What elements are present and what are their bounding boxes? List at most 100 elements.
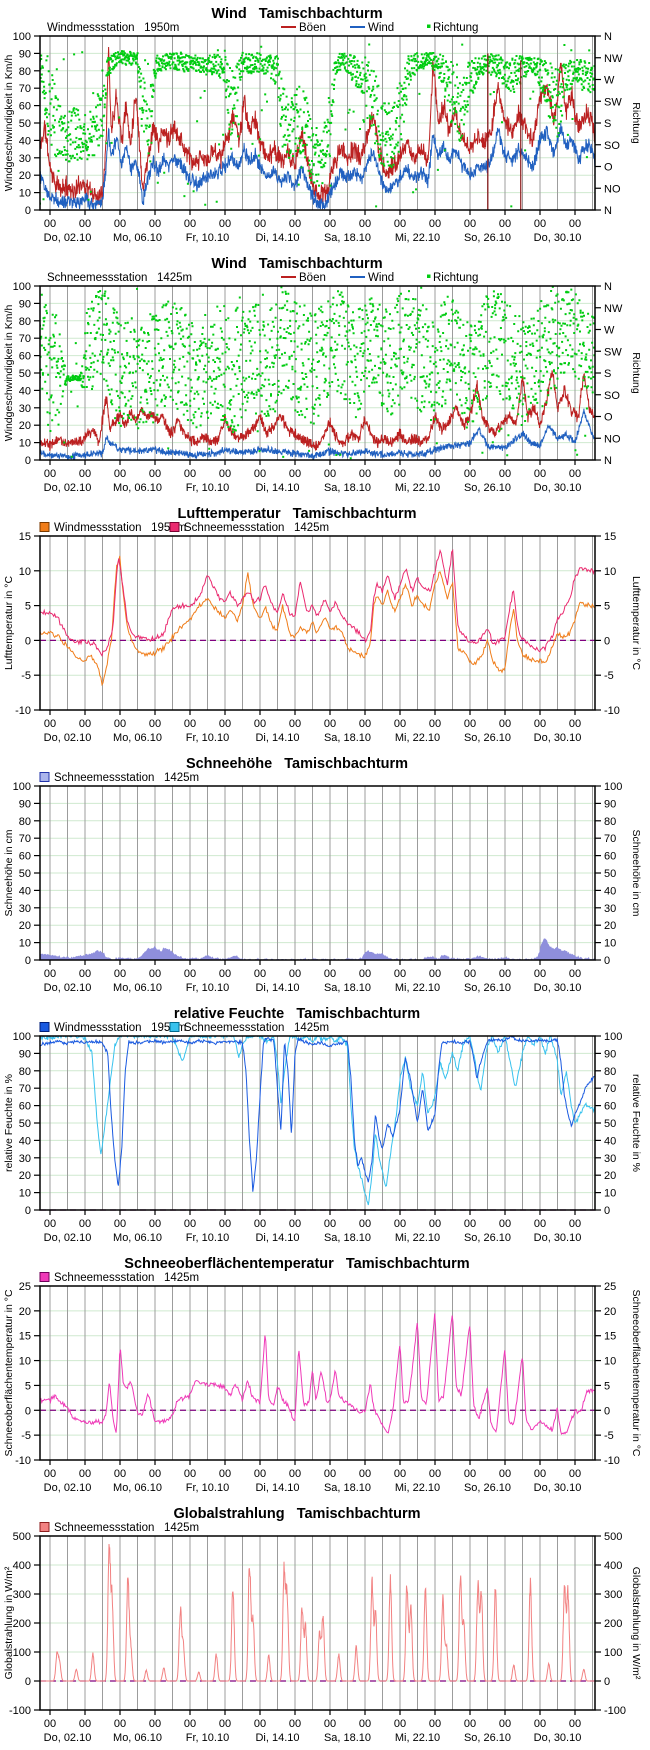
- tick-label: -10: [15, 1455, 31, 1467]
- day-tick-label: Mi, 22.10: [395, 982, 440, 994]
- x-axis: 00 00 00 00 00 00 00 00 00 00 00 00 00 00 00 00 Do, 02.1…: [44, 1210, 582, 1244]
- legend-label: Schneemessstation 1425m: [54, 772, 199, 784]
- tick-label: 40: [604, 885, 616, 897]
- hour-tick-label: 00: [569, 968, 581, 980]
- day-tick-label: Sa, 18.10: [324, 982, 371, 994]
- tick-label: 20: [19, 1170, 31, 1182]
- day-tick-label: Do, 30.10: [534, 982, 582, 994]
- tick-label: NO: [604, 433, 621, 445]
- legend-marker-square: [39, 1272, 50, 1282]
- y-axis-left: 0 10 20 30 40 50 60 70 80 90 100: [13, 31, 40, 217]
- legend-label: Schneemessstation 1425m: [54, 1272, 199, 1284]
- hour-tick-label: 00: [44, 218, 56, 230]
- hour-tick-label: 00: [464, 968, 476, 980]
- legend: Schneemessstation 1425m: [39, 772, 199, 784]
- tick-label: 60: [604, 851, 616, 863]
- hour-tick-label: 00: [219, 1468, 231, 1480]
- y-axis-right: -10 -5 0 5 10 15 20 25: [595, 1281, 620, 1467]
- tick-label: 40: [19, 385, 31, 397]
- series-group: [40, 1543, 595, 1682]
- hour-tick-label: 00: [394, 968, 406, 980]
- hour-tick-label: 00: [289, 468, 301, 480]
- legend-label: Windmessstation 1950m: [54, 1022, 186, 1034]
- tick-label: N: [604, 205, 612, 217]
- chart-title: Wind Tamischbachturm: [211, 256, 382, 272]
- hour-tick-label: 00: [534, 718, 546, 730]
- legend-marker-square: [39, 522, 50, 532]
- tick-label: 100: [604, 1031, 622, 1043]
- hour-tick-label: 00: [184, 718, 196, 730]
- hour-tick-label: 00: [394, 468, 406, 480]
- chart-title: Lufttemperatur Tamischbachturm: [177, 506, 416, 522]
- hour-tick-label: 00: [289, 968, 301, 980]
- hour-tick-label: 00: [219, 718, 231, 730]
- tick-label: NW: [604, 303, 623, 315]
- tick-label: 5: [25, 601, 31, 613]
- chart-block-globalstrahlung: -100 0 100 200 300 400 500 -100 0 100 200 300 400 500…: [0, 1500, 650, 1750]
- tick-label: 20: [19, 920, 31, 932]
- day-tick-label: Do, 30.10: [534, 732, 582, 744]
- relative-feuchte-chart: 0 10 20 30 40 50 60 70 80 90 100 0 10 20 30 40 50 60 70 80 9…: [3, 1006, 642, 1244]
- legend-marker-square: [169, 522, 180, 532]
- day-tick-label: Di, 14.10: [255, 1482, 299, 1494]
- chart-title: Schneehöhe Tamischbachturm: [186, 756, 408, 772]
- day-tick-label: Do, 30.10: [534, 1232, 582, 1244]
- tick-label: 20: [604, 1170, 616, 1182]
- station-label: Windmessstation 1950m: [47, 22, 179, 34]
- y-axis-left: -10 -5 0 5 10 15 20 25: [15, 1281, 40, 1467]
- hour-tick-label: 00: [324, 1718, 336, 1730]
- hour-tick-label: 00: [289, 1718, 301, 1730]
- tick-label: 60: [19, 351, 31, 363]
- y-axis-right: 0 10 20 30 40 50 60 70 80 90 100: [595, 1031, 622, 1217]
- tick-label: NO: [604, 183, 621, 195]
- tick-label: 80: [604, 1066, 616, 1078]
- legend-label: Wind: [368, 272, 394, 284]
- tick-label: O: [604, 412, 613, 424]
- hour-tick-label: 00: [79, 1218, 91, 1230]
- tick-label: 70: [19, 333, 31, 345]
- hour-tick-label: 00: [44, 468, 56, 480]
- hour-tick-label: 00: [114, 468, 126, 480]
- hour-tick-label: 00: [114, 1718, 126, 1730]
- tick-label: 70: [604, 833, 616, 845]
- hour-tick-label: 00: [464, 218, 476, 230]
- day-tick-label: Mi, 22.10: [395, 1232, 440, 1244]
- y-axis-left: -100 0 100 200 300 400 500: [9, 1531, 40, 1717]
- tick-label: 20: [604, 1306, 616, 1318]
- tick-label: -100: [9, 1705, 31, 1717]
- y-axis-title-right: Richtung: [630, 102, 642, 144]
- tick-label: 0: [25, 1676, 31, 1688]
- station-label: Schneemessstation 1425m: [47, 272, 192, 284]
- tick-label: 0: [25, 205, 31, 217]
- tick-label: 0: [604, 1205, 610, 1217]
- tick-label: 100: [604, 781, 622, 793]
- legend-marker-square: [39, 1522, 50, 1532]
- hour-tick-label: 00: [79, 718, 91, 730]
- hour-tick-label: 00: [184, 1468, 196, 1480]
- y-axis-title-left: Schneehöhe in cm: [3, 829, 15, 916]
- day-tick-label: Do, 30.10: [534, 1732, 582, 1744]
- series-group: [40, 43, 595, 210]
- day-tick-label: Di, 14.10: [255, 232, 299, 244]
- day-tick-label: Do, 02.10: [44, 1232, 92, 1244]
- tick-label: SO: [604, 140, 620, 152]
- hour-tick-label: 00: [79, 468, 91, 480]
- tick-label: 0: [604, 1405, 610, 1417]
- hour-tick-label: 00: [499, 1218, 511, 1230]
- tick-label: -100: [604, 1705, 626, 1717]
- hour-tick-label: 00: [394, 1718, 406, 1730]
- series-group: [40, 1313, 595, 1436]
- legend-marker-square: [169, 1022, 180, 1032]
- hour-tick-label: 00: [149, 468, 161, 480]
- legend-marker-square: [39, 772, 50, 782]
- day-tick-label: Sa, 18.10: [324, 1232, 371, 1244]
- tick-label: 30: [19, 403, 31, 415]
- hour-tick-label: 00: [499, 1468, 511, 1480]
- x-axis: 00 00 00 00 00 00 00 00 00 00 00 00 00 00 00 00 Do, 02.1…: [44, 460, 581, 494]
- hour-tick-label: 00: [429, 218, 441, 230]
- day-tick-label: Do, 02.10: [44, 232, 92, 244]
- tick-label: 80: [19, 66, 31, 78]
- tick-label: 25: [604, 1281, 616, 1293]
- hour-tick-label: 00: [324, 1218, 336, 1230]
- hour-tick-label: 00: [219, 1718, 231, 1730]
